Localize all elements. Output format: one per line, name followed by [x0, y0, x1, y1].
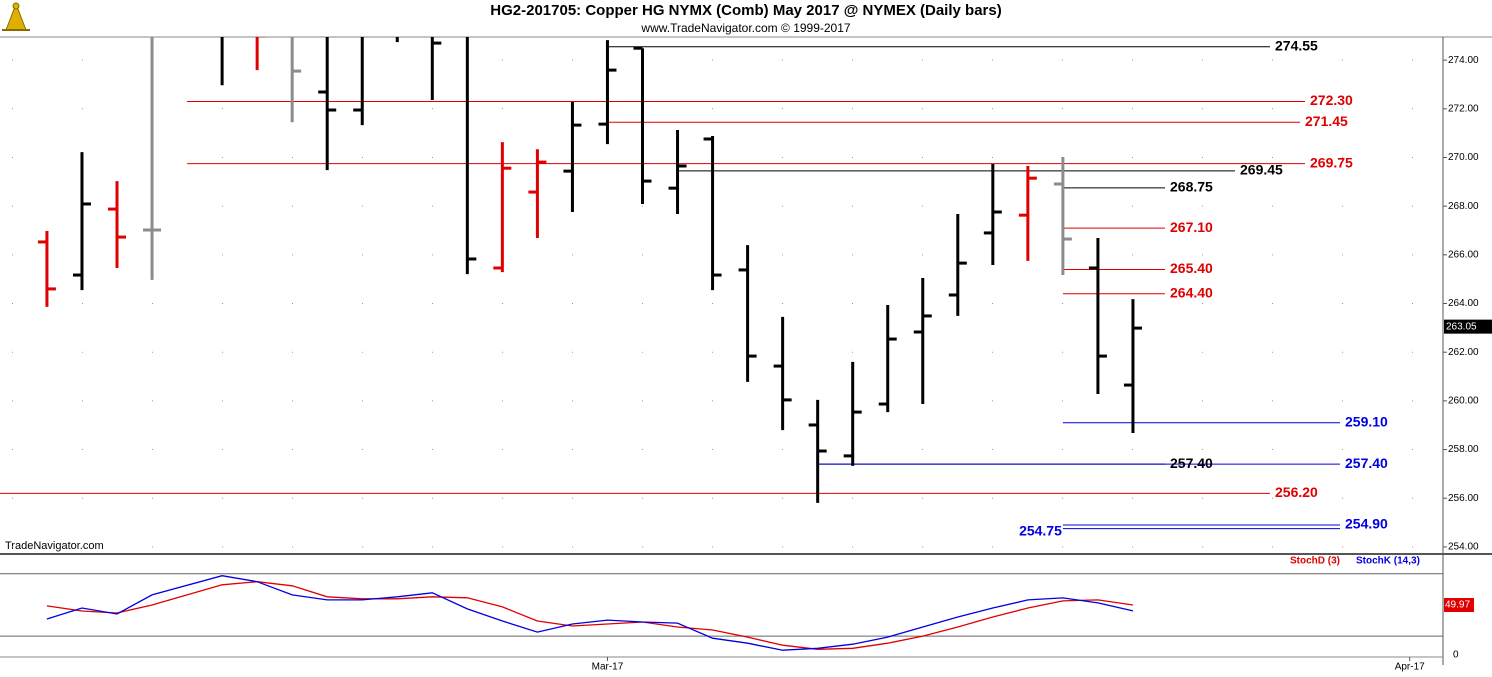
- level-label: 257.40: [1345, 455, 1388, 471]
- logo: [2, 2, 30, 31]
- level-label: 265.40: [1170, 260, 1213, 276]
- y-tick-label: 258.00: [1448, 444, 1479, 455]
- legend-entry: StochK (14,3): [1356, 556, 1420, 567]
- y-tick-label: 272.00: [1448, 103, 1479, 114]
- chart-subtitle: www.TradeNavigator.com © 1999-2017: [640, 21, 850, 35]
- axes: 254.00 256.00 258.00 260.00 262.00 264.00 266.…: [592, 37, 1492, 673]
- level-label: 268.75: [1170, 179, 1213, 195]
- y-tick-label: 264.00: [1448, 298, 1479, 309]
- x-tick-label: Apr-17: [1395, 662, 1425, 673]
- y-tick-label: 262.00: [1448, 347, 1479, 358]
- last-price-box: [1444, 319, 1492, 334]
- last-price-label: 263.05: [1446, 321, 1477, 332]
- y-tick-label: 256.00: [1448, 493, 1479, 504]
- level-label: 256.20: [1275, 484, 1318, 500]
- y-tick-label: 270.00: [1448, 152, 1479, 163]
- price-panel: [0, 37, 1443, 548]
- level-label: 274.55: [1275, 37, 1318, 53]
- level-label: 254.90: [1345, 516, 1388, 532]
- stoch-value-label: 49.97: [1445, 600, 1470, 611]
- level-label: 264.40: [1170, 284, 1213, 300]
- level-label: 259.10: [1345, 413, 1388, 429]
- watermark: TradeNavigator.com: [5, 540, 104, 552]
- chart-title: HG2-201705: Copper HG NYMX (Comb) May 20…: [490, 2, 1001, 19]
- y-tick-label: 268.00: [1448, 201, 1479, 212]
- level-label: 272.30: [1310, 92, 1353, 108]
- legend-entry: StochD (3): [1290, 556, 1340, 567]
- stoch-tick-label: 0: [1453, 650, 1459, 661]
- level-label: 257.40: [1170, 455, 1213, 471]
- stoch-line: [46, 575, 1134, 651]
- y-tick-label: 254.00: [1448, 542, 1479, 553]
- y-tick-label: 266.00: [1448, 249, 1479, 260]
- stoch-value-box: [1444, 597, 1474, 612]
- level-label: 267.10: [1170, 219, 1213, 235]
- level-label: 254.75: [1019, 522, 1062, 538]
- y-tick-label: 274.00: [1448, 55, 1479, 66]
- y-tick-label: 260.00: [1448, 396, 1479, 407]
- stoch-panel: [0, 573, 1443, 651]
- x-tick-label: Mar-17: [592, 662, 624, 673]
- level-label: 271.45: [1305, 113, 1348, 129]
- level-label: 269.75: [1310, 154, 1353, 170]
- level-label: 269.45: [1240, 162, 1283, 178]
